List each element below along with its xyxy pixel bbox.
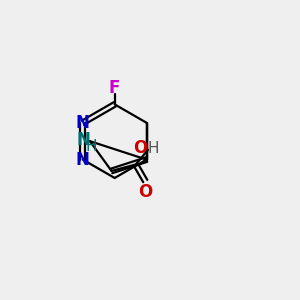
Text: F: F	[109, 79, 120, 97]
Text: H: H	[85, 139, 97, 154]
Text: H: H	[148, 141, 159, 156]
Text: O: O	[133, 139, 147, 157]
Text: N: N	[76, 114, 90, 132]
Text: N: N	[76, 131, 90, 149]
Text: N: N	[76, 151, 90, 169]
Text: O: O	[138, 183, 152, 201]
